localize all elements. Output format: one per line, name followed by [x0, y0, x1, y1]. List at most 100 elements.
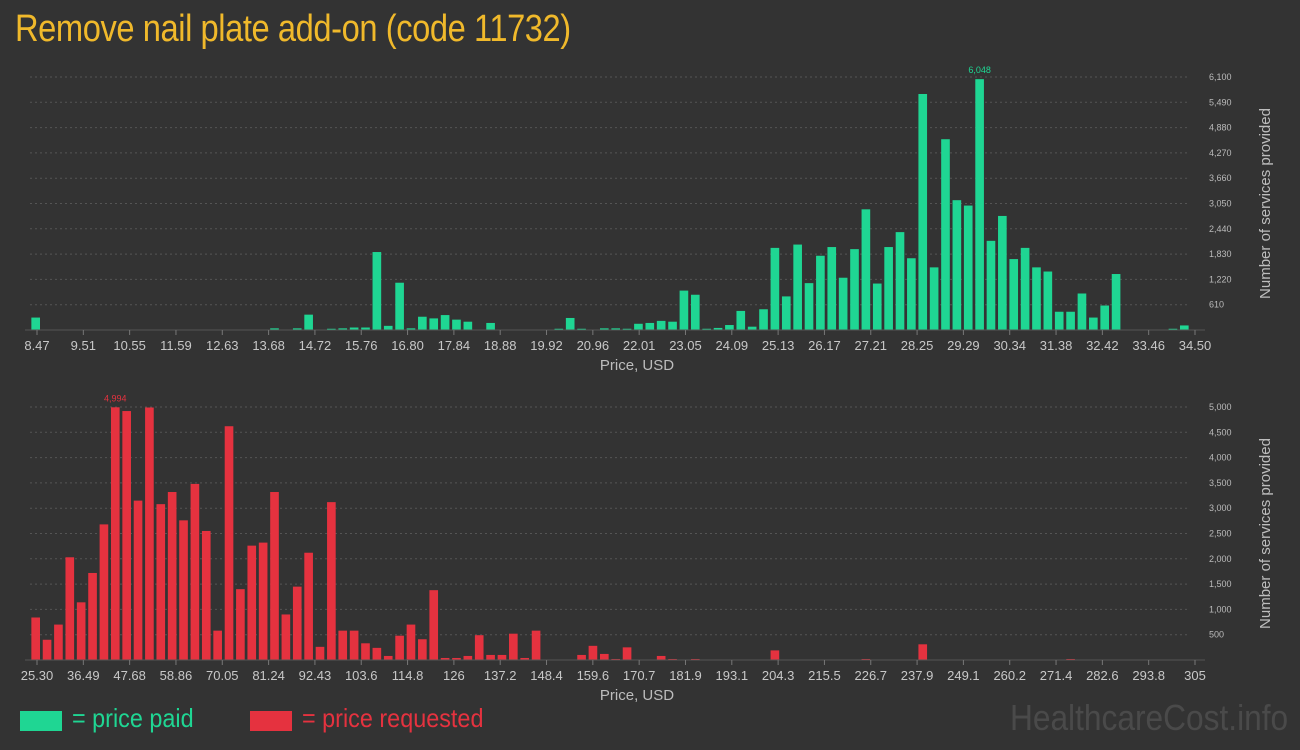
bar — [1066, 311, 1075, 330]
bar — [577, 654, 586, 660]
bar — [327, 502, 336, 660]
bar — [622, 328, 632, 330]
x-tick-label: 18.88 — [484, 338, 517, 353]
x-tick-label: 36.49 — [67, 668, 100, 683]
bar — [827, 247, 837, 330]
bar — [941, 139, 950, 330]
bar — [963, 205, 973, 330]
x-tick-label: 25.30 — [21, 668, 54, 683]
bar — [372, 252, 382, 330]
bar — [770, 247, 780, 330]
x-tick-label: 215.5 — [808, 668, 841, 683]
bar — [588, 645, 598, 660]
bar — [463, 321, 473, 330]
x-tick-label: 159.6 — [577, 668, 610, 683]
bar — [884, 247, 893, 330]
bar — [747, 326, 757, 330]
bar — [54, 624, 63, 660]
bar — [406, 328, 416, 330]
bar — [304, 314, 313, 330]
bar — [99, 524, 109, 660]
peak-value-label: 6,048 — [968, 65, 991, 75]
y-tick-label: 2,440 — [1209, 224, 1232, 234]
x-tick-label: 282.6 — [1086, 668, 1119, 683]
y-tick-label: 5,000 — [1209, 402, 1232, 412]
x-tick-label: 16.80 — [391, 338, 424, 353]
bar — [338, 328, 348, 330]
x-tick-label: 126 — [443, 668, 465, 683]
x-tick-label: 148.4 — [530, 668, 563, 683]
bar — [645, 322, 655, 330]
x-tick-label: 70.05 — [206, 668, 239, 683]
x-tick-label: 305 — [1184, 668, 1206, 683]
y-tick-label: 1,000 — [1209, 604, 1232, 614]
bar — [201, 530, 211, 660]
price-requested-chart: 500 1,000 1,500 2,000 2,500 3,000 3,500 4,000 4,… — [21, 393, 1274, 704]
bar — [804, 283, 814, 330]
y-axis-title: Number of services provided — [1257, 438, 1274, 629]
x-tick-label: 28.25 — [901, 338, 934, 353]
y-tick-label: 1,830 — [1209, 249, 1232, 259]
bar — [520, 657, 530, 660]
bar — [725, 325, 734, 330]
x-tick-label: 260.2 — [993, 668, 1026, 683]
bar — [554, 328, 564, 330]
bar — [418, 316, 427, 330]
bar — [474, 635, 484, 660]
x-tick-label: 271.4 — [1040, 668, 1073, 683]
x-tick-label: 29.29 — [947, 338, 980, 353]
x-tick-label: 23.05 — [669, 338, 702, 353]
bar — [122, 411, 131, 660]
bar — [213, 630, 222, 660]
bar — [713, 327, 723, 330]
x-tick-label: 204.3 — [762, 668, 795, 683]
x-axis-title: Price, USD — [600, 357, 674, 374]
bar — [383, 655, 393, 660]
bar — [702, 328, 711, 330]
bar — [31, 317, 40, 330]
x-tick-label: 10.55 — [113, 338, 146, 353]
x-tick-label: 31.38 — [1040, 338, 1073, 353]
x-tick-label: 32.42 — [1086, 338, 1119, 353]
y-tick-label: 6,100 — [1209, 72, 1232, 82]
bar — [668, 658, 677, 660]
bar — [656, 320, 666, 330]
x-tick-label: 24.09 — [716, 338, 749, 353]
bar — [599, 653, 609, 660]
y-tick-label: 2,000 — [1209, 554, 1232, 564]
bar — [452, 319, 461, 330]
y-tick-label: 4,880 — [1209, 123, 1232, 133]
bar — [1066, 658, 1075, 660]
bar — [816, 255, 825, 330]
bar — [998, 215, 1007, 330]
x-tick-label: 226.7 — [854, 668, 887, 683]
bar — [440, 657, 450, 660]
bar — [258, 542, 268, 660]
bar — [1100, 305, 1110, 330]
bar — [338, 630, 348, 660]
bar — [656, 655, 666, 660]
x-tick-label: 11.59 — [160, 338, 192, 353]
x-tick-label: 30.34 — [993, 338, 1026, 353]
bar — [292, 328, 302, 330]
x-tick-label: 47.68 — [113, 668, 146, 683]
bar — [690, 658, 700, 660]
bar — [872, 283, 882, 330]
x-tick-label: 193.1 — [716, 668, 749, 683]
bar — [179, 520, 188, 660]
bar — [327, 328, 336, 330]
peak-value-label: 4,994 — [104, 393, 127, 403]
y-tick-label: 5,490 — [1209, 97, 1232, 107]
bar — [634, 323, 643, 330]
x-tick-label: 27.21 — [854, 338, 887, 353]
bar — [224, 426, 234, 660]
bar — [145, 407, 154, 660]
x-tick-label: 25.13 — [762, 338, 795, 353]
y-tick-label: 1,220 — [1209, 274, 1232, 284]
bar — [452, 657, 461, 660]
bar — [622, 647, 632, 660]
bar — [861, 658, 871, 660]
bar — [577, 328, 586, 330]
bar — [497, 654, 507, 660]
watermark: HealthcareCost.info — [1009, 697, 1288, 738]
